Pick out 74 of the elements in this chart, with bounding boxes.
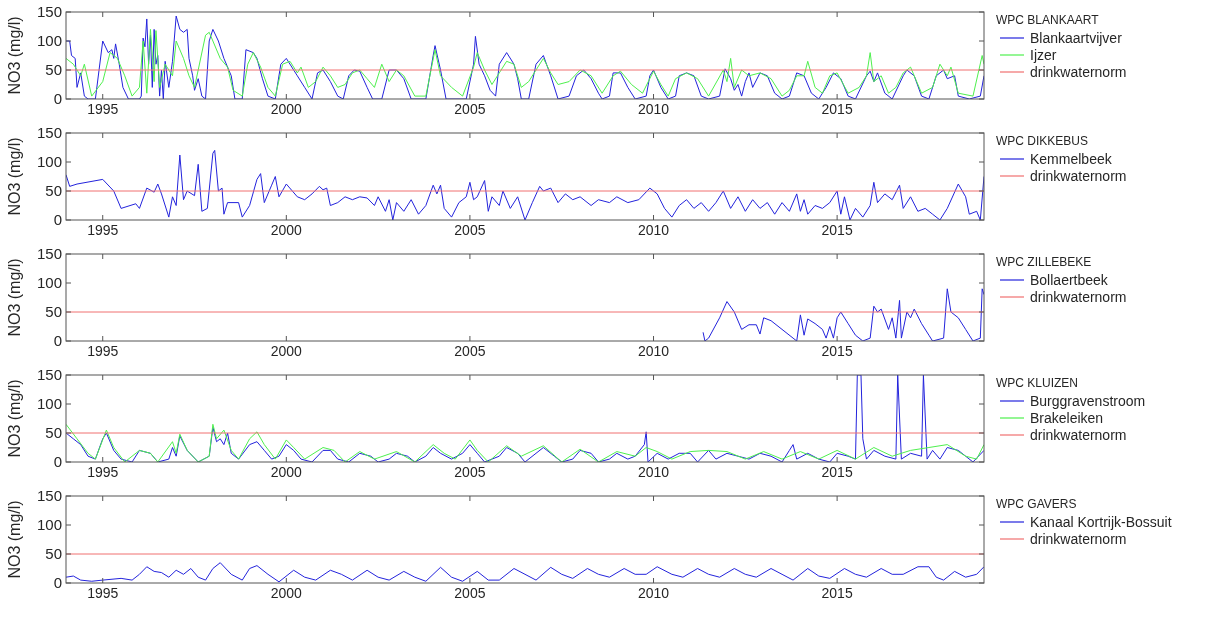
y-axis-title: NO3 (mg/l) [6, 379, 23, 458]
x-tick-label: 2010 [637, 343, 670, 359]
legend-label: Kanaal Kortrijk-Bossuit [1030, 514, 1172, 530]
y-tick-label: 150 [36, 124, 62, 141]
y-tick-label: 150 [36, 366, 62, 383]
legend-title: WPC GAVERS [996, 497, 1077, 511]
x-tick-label: 1995 [87, 101, 119, 117]
x-tick-label: 2015 [821, 222, 853, 238]
legend-label: Burggravenstroom [1030, 393, 1146, 409]
line-series [66, 562, 984, 583]
y-axis-title: NO3 (mg/l) [6, 258, 23, 337]
x-tick-label: 2000 [270, 464, 303, 480]
y-tick-label: 50 [45, 61, 62, 78]
legend-title: WPC DIKKEBUS [996, 134, 1089, 148]
x-tick-label: 1995 [87, 585, 119, 601]
x-tick-label: 2005 [454, 585, 486, 601]
y-tick-label: 0 [53, 332, 62, 349]
line-series [702, 288, 984, 341]
legend-label: drinkwaternorm [1030, 168, 1127, 184]
x-tick-label: 2005 [454, 222, 486, 238]
line-series [66, 28, 984, 97]
y-tick-label: 0 [53, 453, 62, 470]
legend-label: drinkwaternorm [1030, 289, 1127, 305]
y-tick-label: 50 [45, 424, 62, 441]
x-tick-label: 2005 [454, 464, 486, 480]
y-tick-label: 150 [36, 487, 62, 504]
x-tick-label: 2000 [270, 343, 303, 359]
y-axis-title: NO3 (mg/l) [6, 16, 23, 95]
x-tick-label: 2010 [637, 222, 670, 238]
y-tick-label: 50 [45, 303, 62, 320]
x-tick-label: 1995 [87, 222, 119, 238]
x-tick-label: 2010 [637, 585, 670, 601]
x-tick-label: 2015 [821, 464, 853, 480]
y-tick-label: 50 [45, 182, 62, 199]
y-tick-label: 0 [53, 574, 62, 591]
y-axis-title: NO3 (mg/l) [6, 137, 23, 216]
y-tick-label: 50 [45, 545, 62, 562]
x-tick-label: 2000 [270, 222, 303, 238]
legend-title: WPC BLANKAART [996, 13, 1100, 27]
x-tick-label: 1995 [87, 343, 119, 359]
x-tick-label: 2000 [270, 585, 303, 601]
y-tick-label: 150 [36, 3, 62, 20]
y-axis-title: NO3 (mg/l) [6, 500, 23, 579]
legend-title: WPC KLUIZEN [996, 376, 1079, 390]
x-tick-label: 2015 [821, 101, 853, 117]
y-tick-label: 0 [53, 90, 62, 107]
y-tick-label: 100 [36, 395, 62, 412]
x-tick-label: 2015 [821, 343, 853, 359]
line-series [66, 15, 984, 99]
x-tick-label: 2005 [454, 101, 486, 117]
y-tick-label: 100 [36, 516, 62, 533]
legend-label: Bollaertbeek [1030, 272, 1109, 288]
legend-label: Blankaartvijver [1030, 30, 1123, 46]
x-tick-label: 1995 [87, 464, 119, 480]
x-tick-label: 2010 [637, 464, 670, 480]
y-tick-label: 0 [53, 211, 62, 228]
line-series [66, 375, 984, 462]
line-series [66, 423, 984, 462]
y-tick-label: 100 [36, 32, 62, 49]
legend-label: Kemmelbeek [1030, 151, 1113, 167]
legend-label: drinkwaternorm [1030, 64, 1127, 80]
legend-title: WPC ZILLEBEKE [996, 255, 1092, 269]
y-tick-label: 100 [36, 274, 62, 291]
x-tick-label: 2015 [821, 585, 853, 601]
legend-label: Brakeleiken [1030, 410, 1104, 426]
legend-label: Ijzer [1030, 47, 1057, 63]
x-tick-label: 2005 [454, 343, 486, 359]
x-tick-label: 2010 [637, 101, 670, 117]
y-tick-label: 150 [36, 245, 62, 262]
line-series [66, 149, 984, 220]
y-tick-label: 100 [36, 153, 62, 170]
legend-label: drinkwaternorm [1030, 427, 1127, 443]
legend-label: drinkwaternorm [1030, 531, 1127, 547]
x-tick-label: 2000 [270, 101, 303, 117]
